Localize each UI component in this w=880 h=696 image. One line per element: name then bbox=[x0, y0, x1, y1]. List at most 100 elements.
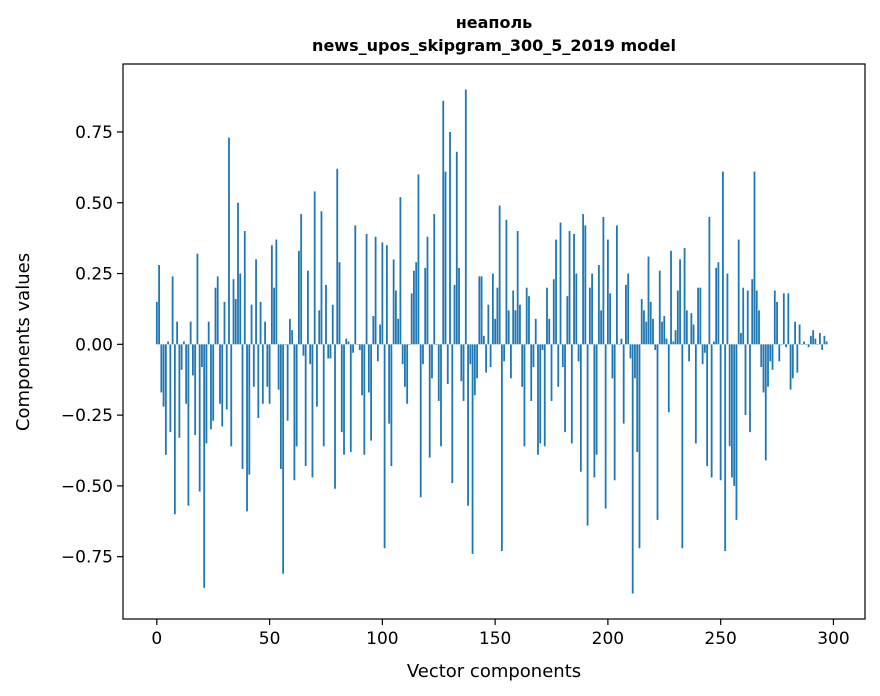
bar bbox=[322, 344, 325, 447]
bar bbox=[688, 344, 690, 362]
bar bbox=[625, 284, 627, 345]
bar bbox=[519, 304, 521, 345]
bar bbox=[744, 344, 747, 416]
bar bbox=[270, 245, 273, 345]
bar bbox=[555, 239, 557, 345]
bar bbox=[178, 344, 181, 438]
bar bbox=[383, 344, 386, 549]
bar bbox=[597, 265, 600, 345]
bar bbox=[715, 267, 718, 345]
bar bbox=[674, 330, 677, 345]
bar bbox=[334, 344, 336, 489]
bar bbox=[198, 344, 201, 492]
bar bbox=[230, 344, 233, 447]
bar bbox=[532, 344, 535, 367]
bar bbox=[379, 324, 381, 345]
bar bbox=[223, 301, 226, 345]
bar bbox=[516, 231, 519, 345]
bar bbox=[219, 344, 221, 404]
bar bbox=[394, 290, 397, 345]
bar bbox=[320, 211, 323, 345]
bar bbox=[658, 270, 661, 345]
bar bbox=[435, 344, 438, 345]
bar bbox=[406, 344, 409, 404]
bar bbox=[192, 344, 194, 376]
bar bbox=[316, 344, 318, 407]
bar bbox=[476, 344, 478, 379]
bar bbox=[155, 301, 158, 345]
bar bbox=[742, 287, 745, 345]
bar bbox=[196, 253, 199, 345]
bar bbox=[401, 344, 404, 365]
bar bbox=[327, 344, 330, 359]
bar bbox=[809, 335, 812, 345]
x-tick-label: 250 bbox=[704, 629, 736, 649]
bar bbox=[796, 344, 799, 373]
bar bbox=[778, 344, 781, 362]
bar bbox=[525, 287, 528, 345]
y-axis-label: Components values bbox=[13, 253, 34, 431]
bar bbox=[582, 214, 584, 345]
bar bbox=[261, 344, 264, 404]
bar bbox=[749, 344, 751, 433]
y-tick-label: 0.00 bbox=[75, 335, 113, 355]
bar bbox=[726, 273, 729, 345]
bar bbox=[277, 344, 280, 390]
bar bbox=[753, 171, 756, 345]
bar bbox=[719, 344, 722, 481]
bar bbox=[259, 301, 262, 345]
bar bbox=[814, 338, 817, 345]
bar bbox=[266, 344, 269, 387]
bar bbox=[568, 231, 571, 345]
bar bbox=[182, 341, 185, 345]
bar bbox=[722, 171, 724, 345]
bar bbox=[636, 344, 639, 452]
bar bbox=[672, 341, 675, 345]
x-tick-label: 300 bbox=[817, 629, 849, 649]
bar bbox=[697, 287, 699, 345]
bar bbox=[737, 239, 740, 345]
y-axis-ticks: −0.75 −0.50 −0.25 0.00 0.25 0.50 0.75 bbox=[61, 123, 123, 568]
bar bbox=[239, 273, 242, 345]
bar bbox=[665, 338, 668, 345]
bar bbox=[690, 313, 693, 345]
bar bbox=[652, 318, 654, 345]
bar bbox=[365, 233, 368, 345]
bar bbox=[746, 290, 749, 345]
bar bbox=[818, 333, 821, 345]
bar bbox=[225, 344, 228, 410]
bar bbox=[595, 344, 598, 455]
bar bbox=[622, 344, 625, 424]
bar bbox=[331, 304, 334, 345]
bar bbox=[291, 330, 294, 345]
bar bbox=[733, 344, 736, 486]
bar bbox=[613, 344, 616, 481]
bar bbox=[361, 344, 363, 396]
y-tick-label: −0.50 bbox=[61, 477, 113, 497]
bar bbox=[343, 344, 345, 455]
bar bbox=[663, 316, 666, 345]
bar bbox=[514, 310, 517, 345]
bar bbox=[336, 168, 339, 345]
bar bbox=[252, 344, 255, 387]
bar bbox=[701, 344, 704, 365]
bar bbox=[410, 293, 413, 345]
bar bbox=[164, 344, 167, 455]
bar bbox=[449, 131, 451, 345]
bar bbox=[566, 296, 569, 345]
bar bbox=[388, 344, 391, 424]
bar bbox=[539, 344, 542, 444]
bar bbox=[780, 344, 783, 345]
bar bbox=[318, 310, 321, 345]
bar bbox=[776, 301, 778, 345]
bar bbox=[203, 344, 206, 588]
bar bbox=[528, 296, 530, 345]
bar bbox=[216, 276, 219, 345]
bar bbox=[731, 344, 733, 478]
bar bbox=[724, 344, 727, 552]
bar bbox=[485, 344, 487, 373]
bar bbox=[354, 225, 357, 345]
bar bbox=[800, 344, 803, 345]
bar bbox=[455, 151, 458, 345]
